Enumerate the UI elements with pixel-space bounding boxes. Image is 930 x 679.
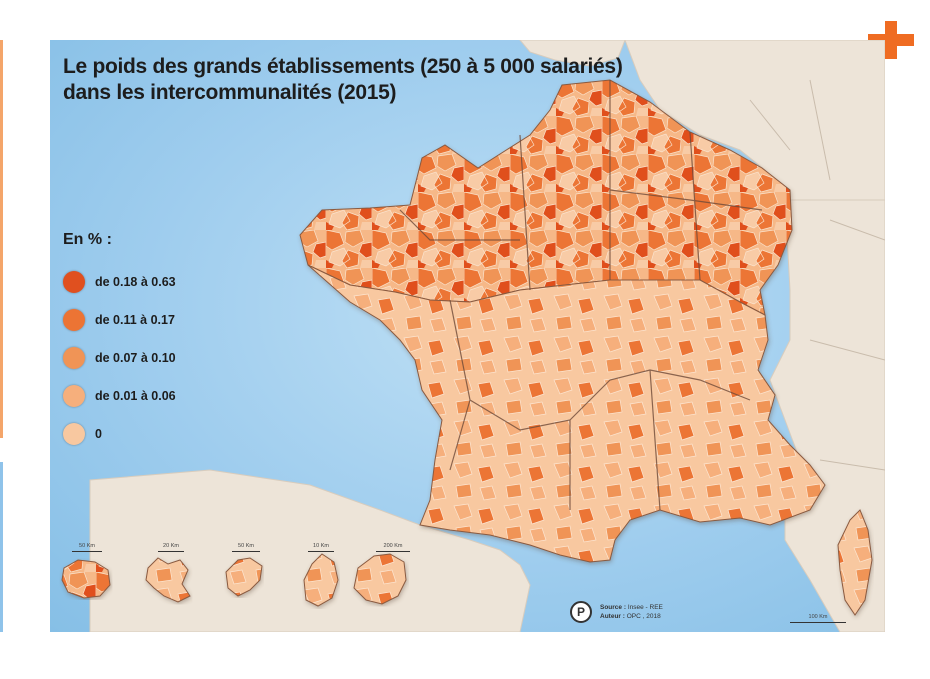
legend-item-0.01-0.06: de 0.01 à 0.06 — [63, 377, 176, 415]
legend-label: de 0.18 à 0.63 — [95, 275, 176, 289]
scale-metropole: 100 Km — [790, 614, 846, 623]
source-value: Insee - REE — [627, 604, 663, 611]
scale-reunion: 10 Km — [308, 543, 334, 552]
legend: En % : de 0.18 à 0.63 de 0.11 à 0.17 de … — [63, 231, 176, 453]
left-edge-strip-orange — [0, 40, 3, 438]
scale-label: 100 Km — [808, 614, 828, 620]
martinique-map — [145, 557, 191, 603]
overseas-territories — [61, 553, 407, 607]
uk-landmass — [519, 40, 626, 67]
france-metropole — [299, 79, 826, 563]
scale-guadeloupe: 50 Km — [72, 543, 102, 552]
scale-label: 50 Km — [79, 543, 95, 549]
scale-label: 50 Km — [238, 543, 254, 549]
plus-icon[interactable] — [868, 21, 914, 59]
scale-bar — [72, 549, 102, 552]
map-frame: Le poids des grands établissements (250 … — [50, 40, 885, 632]
legend-item-zero: 0 — [63, 415, 176, 453]
guyane-map — [225, 557, 263, 597]
author-label: Auteur : — [600, 613, 625, 620]
legend-item-0.11-0.17: de 0.11 à 0.17 — [63, 301, 176, 339]
map-title-line-2: dans les intercommunalités (2015) — [63, 81, 397, 104]
map-canvas — [61, 40, 885, 632]
legend-label: de 0.01 à 0.06 — [95, 389, 176, 403]
scale-guyane: 50 Km — [232, 543, 260, 552]
publisher-logo: P — [570, 601, 592, 623]
scale-bar — [790, 620, 846, 623]
scale-bar — [232, 549, 260, 552]
scale-mayotte: 200 Km — [376, 543, 410, 552]
guadeloupe-map — [61, 559, 111, 599]
scale-bar — [308, 549, 334, 552]
scale-label: 200 Km — [383, 543, 403, 549]
map-title: Le poids des grands établissements (250 … — [63, 54, 623, 106]
author-value: OPC , 2018 — [626, 613, 661, 620]
scale-martinique: 20 Km — [158, 543, 184, 552]
scale-label: 20 Km — [163, 543, 179, 549]
corsica — [837, 509, 873, 616]
france-south — [307, 264, 826, 563]
legend-swatch — [63, 385, 85, 407]
legend-swatch — [63, 271, 85, 293]
scale-label: 10 Km — [313, 543, 329, 549]
region-borders — [399, 80, 763, 511]
map-title-line-1: Le poids des grands établissements (250 … — [63, 55, 623, 78]
reunion-map — [303, 553, 339, 607]
legend-label: de 0.11 à 0.17 — [95, 313, 175, 327]
legend-item-0.07-0.10: de 0.07 à 0.10 — [63, 339, 176, 377]
legend-swatch — [63, 347, 85, 369]
legend-label: de 0.07 à 0.10 — [95, 351, 176, 365]
source-label: Source : — [600, 604, 627, 611]
legend-swatch — [63, 423, 85, 445]
legend-swatch — [63, 309, 85, 331]
legend-title: En % : — [63, 231, 112, 248]
legend-item-0.18-0.63: de 0.18 à 0.63 — [63, 263, 176, 301]
source-block: P Source : Insee - REE Auteur : OPC , 20… — [570, 601, 663, 623]
scale-bar — [158, 549, 184, 552]
legend-label: 0 — [95, 427, 102, 441]
mayotte-map — [353, 553, 407, 605]
source-text: Source : Insee - REE Auteur : OPC , 2018 — [600, 603, 663, 621]
scale-bar — [376, 549, 410, 552]
left-edge-strip-blue — [0, 462, 3, 632]
